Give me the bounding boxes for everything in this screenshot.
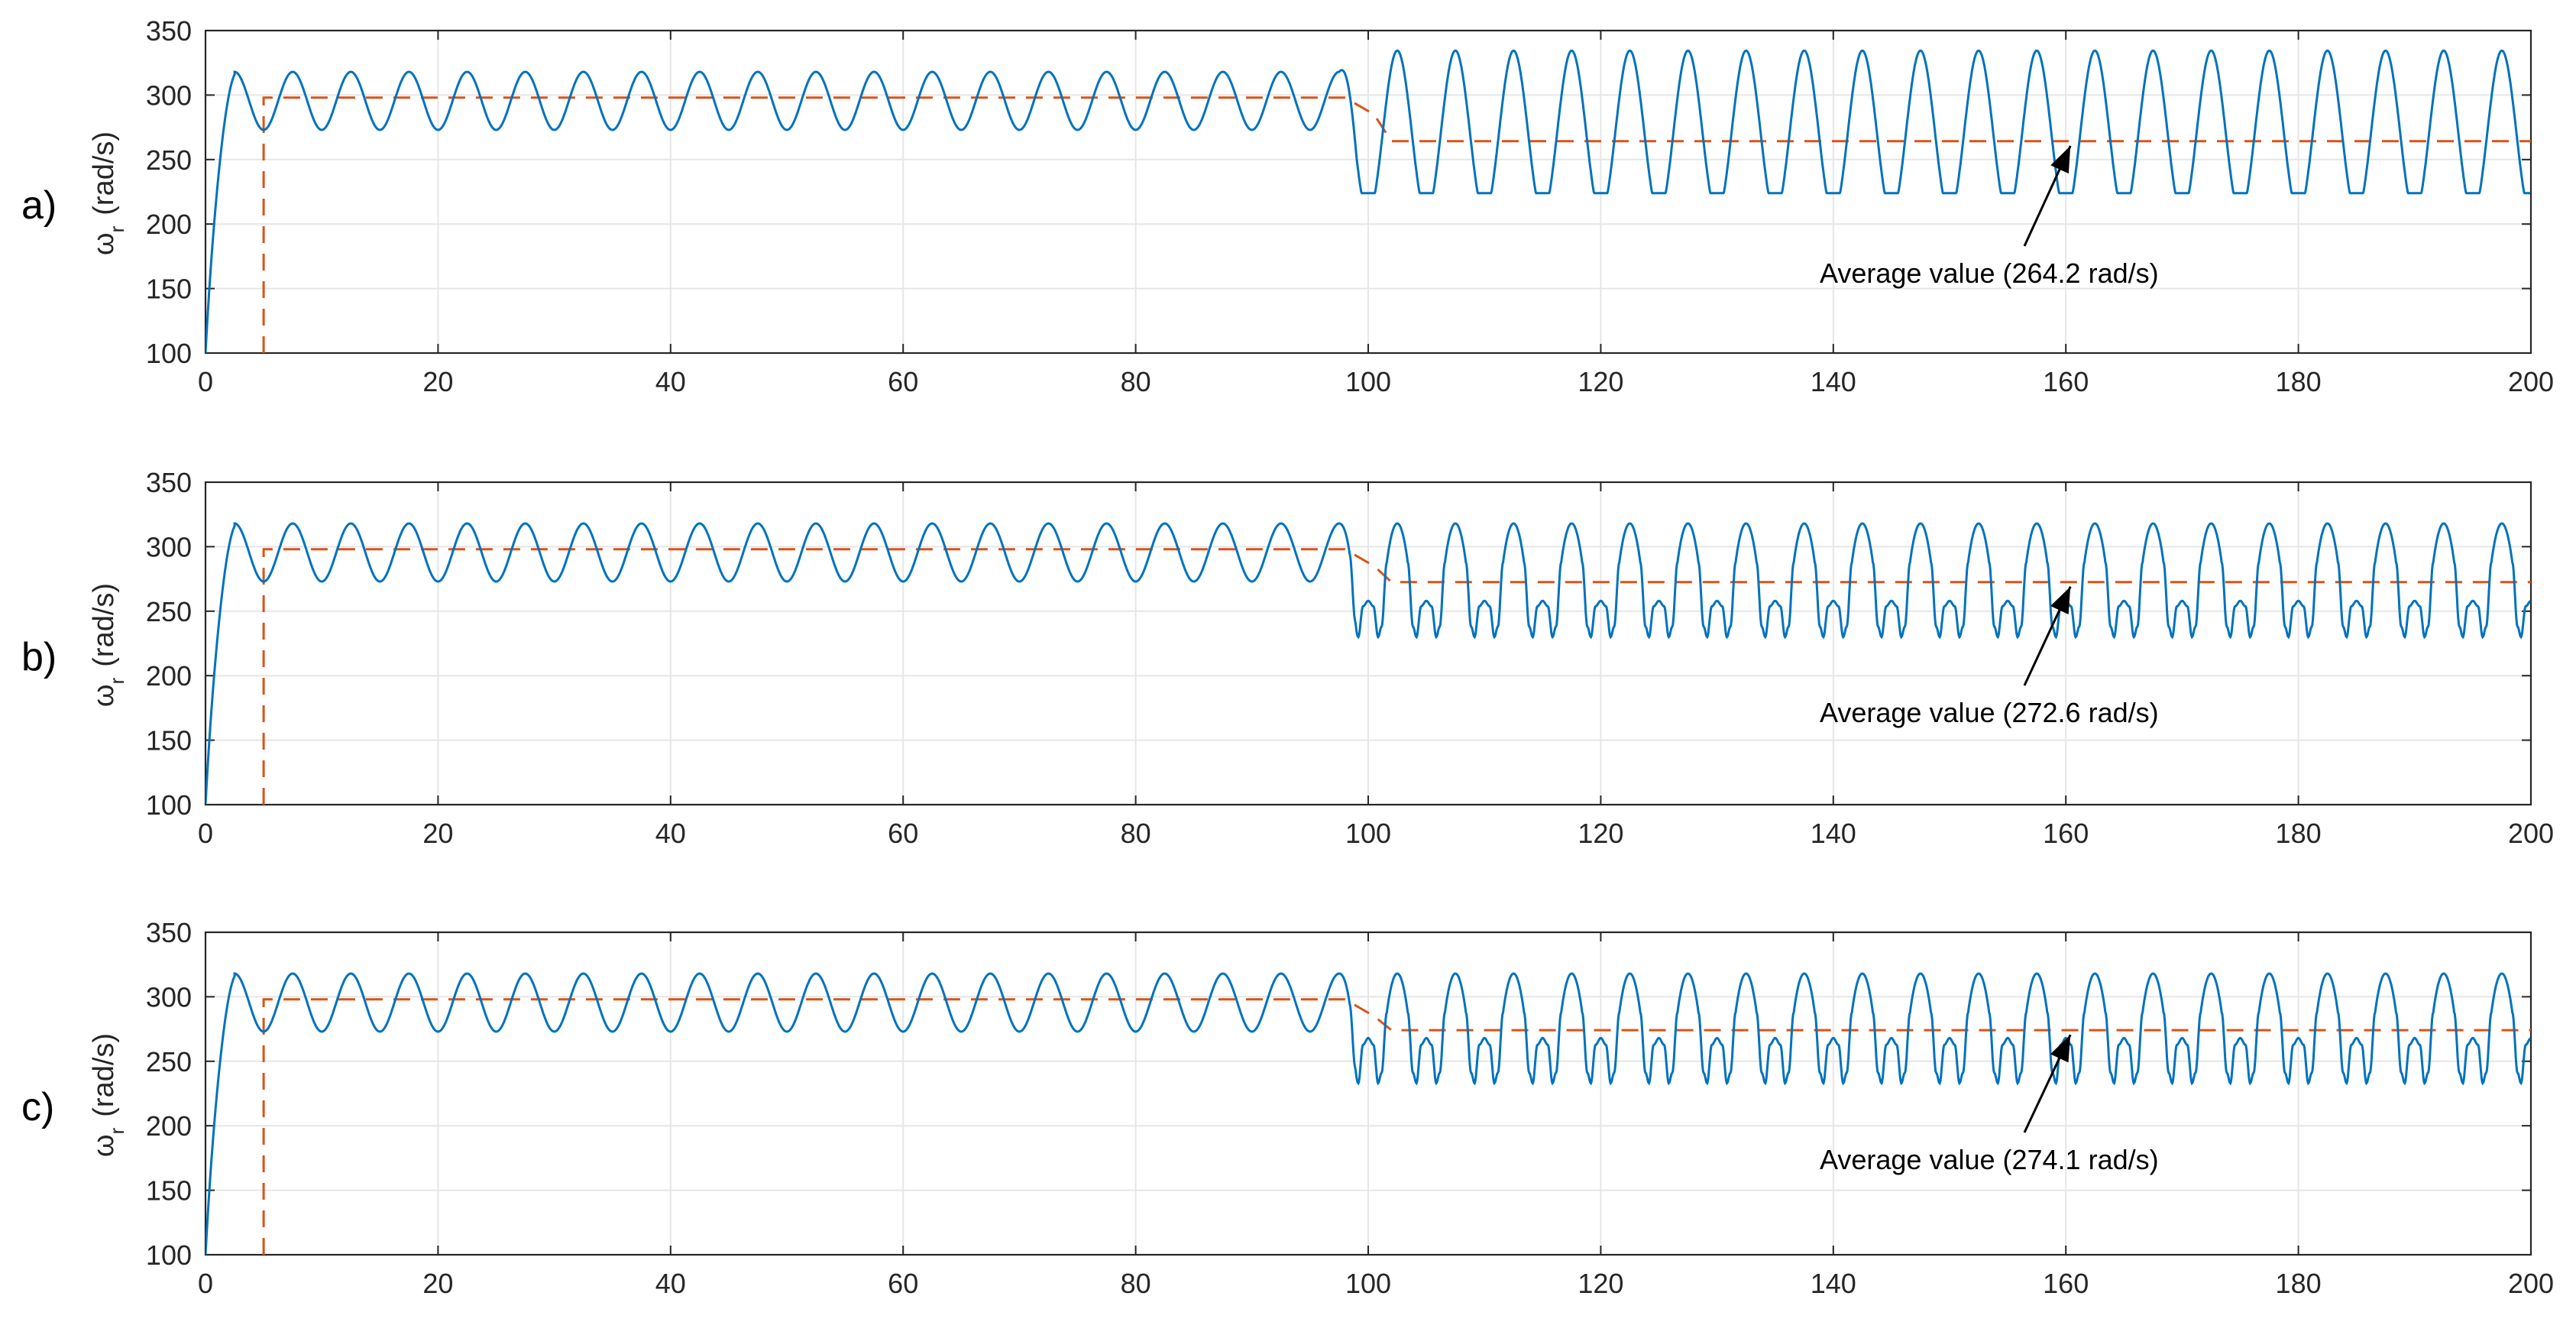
x-tick-label: 200 [2508, 818, 2554, 849]
x-tick-label: 180 [2276, 1268, 2322, 1299]
y-axis-label: ωr (rad/s) [88, 583, 128, 707]
panel-label: c) [21, 1085, 54, 1129]
y-axis-label: ωr (rad/s) [88, 1033, 128, 1157]
x-tick-label: 100 [1345, 1268, 1391, 1299]
y-axis-symbol: ω [88, 1134, 120, 1157]
x-tick-label: 120 [1578, 1268, 1623, 1299]
x-tick-label: 100 [1345, 818, 1391, 849]
y-axis-subscript: r [105, 677, 128, 684]
annotation-arrow-head [2050, 1035, 2071, 1063]
average-speed-line [262, 998, 2531, 1255]
x-tick-label: 140 [1811, 818, 1856, 849]
y-tick-label: 200 [146, 209, 192, 240]
average-speed-line [262, 548, 2531, 805]
x-tick-label: 120 [1578, 366, 1623, 397]
x-tick-label: 40 [655, 818, 686, 849]
y-axis-label: ωr (rad/s) [88, 131, 128, 255]
y-tick-label: 350 [146, 15, 192, 47]
rotor-speed-line [205, 972, 2531, 1255]
panel-label: a) [21, 183, 57, 228]
x-tick-label: 40 [655, 1268, 686, 1299]
grid [205, 31, 2531, 353]
rotor-speed-line [205, 522, 2531, 805]
y-tick-label: 350 [146, 467, 192, 498]
y-axis-subscript: r [105, 1127, 128, 1134]
y-axis-unit: (rad/s) [88, 583, 120, 667]
y-tick-label: 200 [146, 1110, 192, 1142]
x-tick-label: 160 [2043, 1268, 2089, 1299]
chart-panel-c: 0 20 40 60 80 100 120 140 160 180 200 100 150 200 250 3… [21, 917, 2554, 1299]
y-axis-symbol: ω [88, 684, 120, 707]
x-tick-label: 80 [1121, 1268, 1151, 1299]
y-tick-label: 150 [146, 1175, 192, 1207]
y-tick-label: 300 [146, 981, 192, 1013]
y-tick-label: 250 [146, 144, 192, 176]
panel-label: b) [21, 635, 57, 679]
x-tick-label: 80 [1121, 366, 1151, 397]
y-tick-label: 150 [146, 725, 192, 757]
average-value-annotation: Average value (272.6 rad/s) [1820, 697, 2159, 728]
x-tick-label: 180 [2276, 818, 2322, 849]
y-tick-label: 250 [146, 596, 192, 627]
chart-panel-b: 0 20 40 60 80 100 120 140 160 180 200 100 150 200 250 3… [21, 467, 2554, 849]
chart-panel-a: 0 20 40 60 80 100 120 140 160 180 200 100 150 200 250 3… [21, 15, 2554, 397]
x-tick-label: 0 [198, 1268, 213, 1299]
y-axis-unit: (rad/s) [88, 1033, 120, 1117]
x-tick-label: 140 [1811, 1268, 1856, 1299]
grid [205, 932, 2531, 1255]
x-tick-label: 0 [198, 818, 213, 849]
y-tick-label: 300 [146, 79, 192, 111]
y-axis-unit: (rad/s) [88, 131, 120, 215]
x-tick-label: 200 [2508, 366, 2554, 397]
y-tick-label: 100 [146, 789, 192, 821]
y-tick-label: 350 [146, 917, 192, 948]
y-tick-label: 200 [146, 660, 192, 692]
grid [205, 482, 2531, 805]
x-tick-label: 200 [2508, 1268, 2554, 1299]
x-tick-label: 40 [655, 366, 686, 397]
y-axis-subscript: r [105, 225, 128, 232]
y-tick-label: 300 [146, 531, 192, 562]
x-tick-label: 160 [2043, 818, 2089, 849]
x-tick-label: 60 [888, 818, 918, 849]
y-tick-label: 100 [146, 338, 192, 369]
x-tick-label: 60 [888, 366, 918, 397]
x-tick-label: 120 [1578, 818, 1623, 849]
y-tick-label: 150 [146, 274, 192, 305]
rotor-speed-line [205, 49, 2531, 353]
x-tick-label: 20 [422, 1268, 453, 1299]
x-tick-label: 160 [2043, 366, 2089, 397]
x-tick-label: 20 [422, 366, 453, 397]
annotation-arrow-head [2050, 586, 2071, 614]
x-tick-label: 100 [1345, 366, 1391, 397]
y-tick-label: 100 [146, 1239, 192, 1271]
x-tick-label: 20 [422, 818, 453, 849]
x-tick-label: 140 [1811, 366, 1856, 397]
x-tick-label: 80 [1121, 818, 1151, 849]
average-value-annotation: Average value (264.2 rad/s) [1820, 258, 2159, 289]
annotation-arrow-head [2050, 145, 2071, 174]
x-tick-label: 180 [2276, 366, 2322, 397]
x-tick-label: 0 [198, 366, 213, 397]
y-tick-label: 250 [146, 1046, 192, 1077]
average-value-annotation: Average value (274.1 rad/s) [1820, 1144, 2159, 1175]
x-tick-label: 60 [888, 1268, 918, 1299]
average-speed-line [262, 96, 2531, 353]
y-axis-symbol: ω [88, 232, 120, 255]
